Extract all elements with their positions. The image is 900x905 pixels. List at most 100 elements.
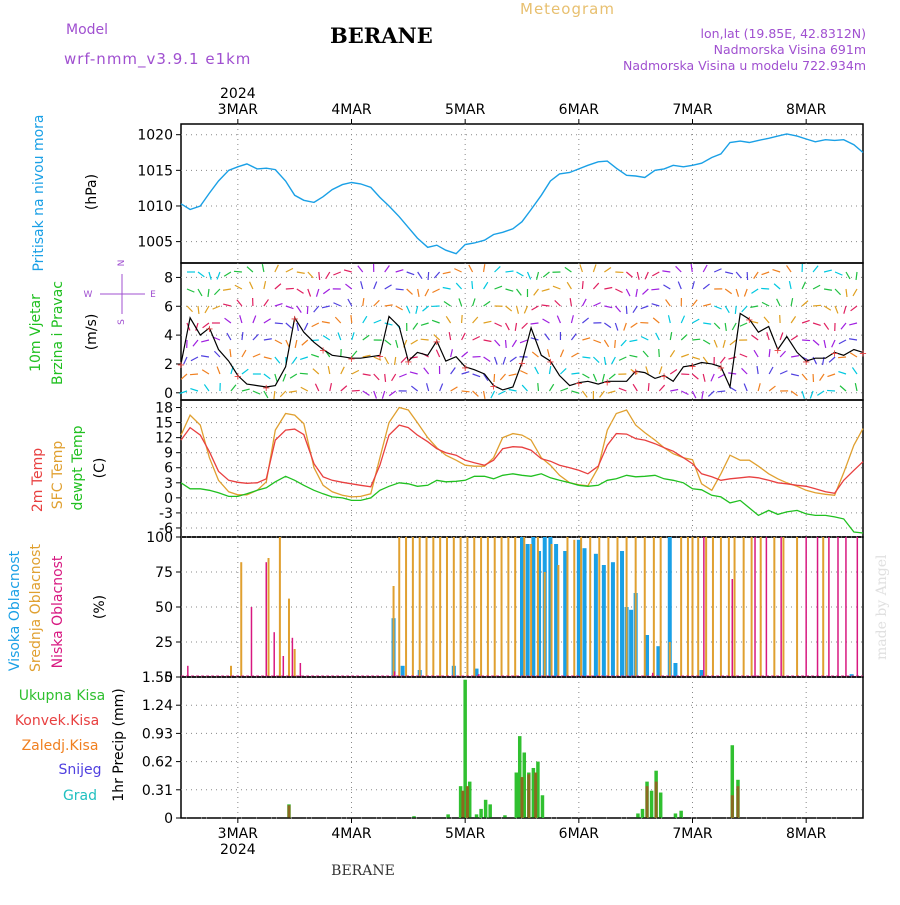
wind-arrow — [767, 332, 769, 340]
mid-cloud-axis-title: Srednja Oblacnost — [28, 544, 44, 672]
wind-unit-label: (m/s) — [84, 314, 100, 351]
wind-arrow — [286, 306, 294, 309]
wind-arrow — [791, 374, 799, 376]
coords-label: lon,lat (19.85E, 42.8312N) — [701, 26, 866, 41]
wind-arrow — [223, 289, 231, 290]
wind-arrow — [201, 340, 209, 342]
wind-arrow — [619, 357, 626, 360]
wind-arrow — [247, 267, 253, 272]
wind-arrow — [542, 289, 550, 291]
footer-station: BERANE — [331, 863, 395, 879]
wind-arrow — [520, 340, 527, 343]
mid-cloud-bar — [644, 537, 646, 677]
wind-arrow — [224, 272, 231, 276]
wind-arrow — [856, 272, 857, 280]
wind-arrow — [593, 340, 600, 343]
wind-arrow — [451, 368, 456, 374]
high-cloud-bar — [611, 562, 615, 677]
y-tick-label: 12 — [155, 431, 173, 447]
wind-arrow — [446, 316, 450, 323]
wind-arrow — [374, 391, 377, 399]
mid-cloud-bar — [268, 558, 270, 677]
wind-arrow — [725, 323, 726, 331]
wind-arrow — [534, 289, 539, 295]
y-tick-label: 0.62 — [142, 755, 173, 771]
mid-cloud-bar — [589, 537, 591, 677]
pressure-axis-title: Pritisak na nivou mora — [31, 114, 47, 271]
convective-precip-bar — [646, 786, 649, 818]
mid-cloud-bar — [473, 537, 475, 677]
wind-arrow — [651, 289, 659, 290]
wind-arrow — [714, 323, 720, 329]
wind-arrow — [223, 304, 231, 306]
wind-speed-marker: + — [347, 354, 355, 365]
total-precip-bar — [484, 800, 488, 818]
total-precip-bar — [515, 773, 519, 818]
wind-arrow — [827, 390, 835, 391]
wind-arrow — [237, 300, 242, 306]
wind-arrow — [802, 340, 810, 341]
wind-arrow — [850, 353, 857, 357]
wind-axis-subtitle: Brzina i Pravac — [50, 281, 66, 385]
wind-arrow — [571, 391, 579, 393]
wind-arrow — [484, 321, 492, 323]
wind-arrow — [190, 374, 198, 375]
wind-arrow — [344, 270, 352, 272]
wind-arrow — [275, 340, 282, 344]
top-date-label: 7MAR — [672, 102, 713, 118]
wind-arrow — [817, 391, 824, 395]
wind-arrow — [604, 357, 605, 365]
wind-arrow — [191, 357, 198, 361]
wind-arrow — [345, 284, 351, 289]
wind-arrow — [633, 306, 637, 313]
wind-arrow — [742, 368, 748, 374]
wind-arrow — [666, 300, 671, 306]
wind-arrow — [615, 340, 616, 348]
wind-arrow — [374, 282, 377, 289]
wind-arrow — [714, 340, 717, 347]
convective-precip-bar — [731, 795, 734, 818]
wind-arrow — [662, 271, 670, 272]
top-date-label: 5MAR — [445, 102, 486, 118]
wind-arrow — [615, 289, 622, 293]
wind-arrow — [615, 323, 617, 331]
wind-arrow — [428, 272, 429, 280]
wind-arrow — [484, 340, 492, 342]
wind-arrow — [703, 284, 709, 289]
mid-cloud-bar — [635, 537, 637, 677]
wind-arrow — [802, 282, 805, 289]
mid-cloud-bar — [782, 537, 784, 677]
wind-arrow — [297, 289, 304, 293]
wind-arrow — [681, 316, 684, 323]
wind-arrow — [703, 374, 705, 382]
mid-cloud-bar — [530, 544, 532, 677]
y-tick-label: 75 — [155, 565, 173, 581]
wind-arrow — [506, 289, 514, 291]
y-tick-label: 18 — [155, 401, 173, 417]
wind-arrow — [396, 289, 404, 290]
wind-arrow — [444, 302, 451, 306]
wind-arrow — [498, 391, 505, 395]
wind-arrow — [571, 334, 576, 340]
precip-legend-item: Zaledj.Kisa — [22, 738, 99, 754]
wind-arrow — [323, 336, 330, 340]
wind-arrow — [570, 298, 571, 306]
wind-arrow — [791, 336, 798, 340]
wind-arrow — [253, 354, 260, 357]
wind-arrow — [636, 289, 637, 297]
convective-precip-bar — [287, 805, 290, 818]
bottom-date-label: 7MAR — [672, 826, 713, 842]
wind-arrow — [703, 265, 707, 272]
wind-arrow — [341, 367, 345, 374]
mid-cloud-bar — [288, 599, 290, 677]
wind-arrow — [473, 391, 479, 396]
wind-arrow — [582, 374, 589, 378]
made-by-label: made by Angel — [874, 554, 890, 660]
wind-arrow — [311, 354, 319, 357]
wind-arrow — [333, 303, 340, 306]
low-cloud-bar — [703, 537, 705, 677]
wind-arrow — [275, 374, 277, 382]
wind-arrow — [242, 389, 250, 391]
wind-arrow — [361, 281, 363, 289]
wind-arrow — [227, 333, 231, 340]
